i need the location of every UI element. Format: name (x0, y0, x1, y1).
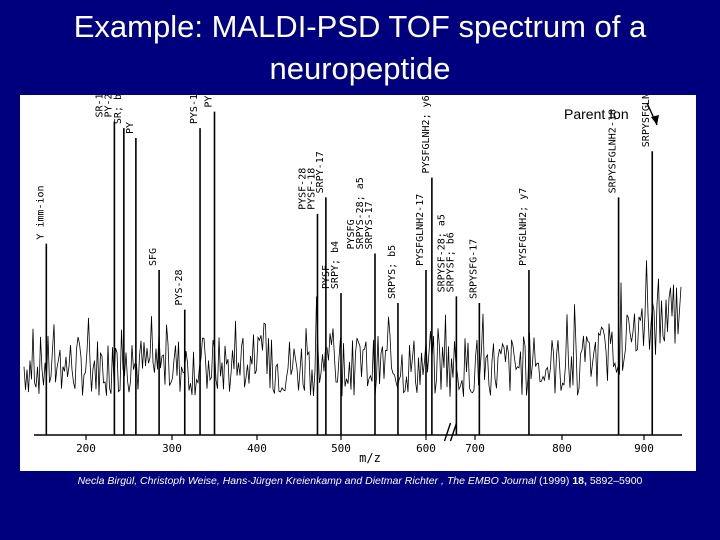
slide-title-line1: Example: MALDI-PSD TOF spectrum of a (73, 9, 647, 44)
citation-authors: Necla Birgül, Christoph Weise, Hans-Jürg… (77, 475, 439, 487)
peak-label-19-1: SRPYSFGLNH2-18 (608, 109, 619, 193)
peak-label-17-1: SRPYSFG-17 (468, 239, 479, 299)
parent-ion-arrow-head (651, 115, 659, 125)
peak-label-20-1: SRPYSFGLNH2 (641, 95, 652, 147)
peak-label-12-3: SRPYS-17 (364, 201, 375, 249)
slide-title: Example: MALDI-PSD TOF spectrum of a neu… (20, 6, 700, 90)
axis-break-slash-1 (443, 422, 452, 442)
peak-label-9-1: PYSF-28 (298, 168, 309, 210)
axis-break-mark (443, 422, 458, 442)
peak-label-16-1: SRPYSF-28; a5 (436, 214, 447, 292)
peak-label-15-1: PYSFGLNH2; y6 (421, 95, 432, 173)
peak-label-14-1: PYSFGLNH2-17 (415, 194, 426, 266)
peak-label-12-1: PYSFG (346, 219, 357, 249)
x-tick-label-6: 700 (465, 442, 485, 455)
x-tick-label-7: 800 (552, 442, 572, 455)
peak-label-18-1: PYSFGLNH2; y7 (518, 188, 529, 266)
peak-label-12-2: SRPYS-28; a5 (355, 177, 366, 249)
spectrum-panel: Y imm-ion SR-17 PY-28 SR; b2 PY SFG PYS-28 PYS-… (20, 95, 696, 471)
x-tick-label-5: 600 (416, 442, 436, 455)
peak-label-11-1: PYSF (321, 265, 332, 289)
peak-label-7-1: PYS-18 (189, 95, 200, 124)
noise-trace-group (23, 260, 682, 397)
citation-separator: , (438, 475, 447, 487)
citation-pages: 5892–5900 (586, 475, 643, 487)
peak-label-1-1: Y imm-ion (35, 185, 46, 239)
x-tick-label-4: 500 (331, 442, 351, 455)
x-axis-title: m/z (359, 451, 381, 465)
parent-ion-label: Parent Ion (564, 106, 629, 122)
x-tick-label-2: 300 (162, 442, 182, 455)
axis-break-slash-2 (449, 422, 458, 442)
peak-label-8-1: PYS (204, 95, 215, 108)
peak-label-6-1: PYS-28 (174, 269, 185, 305)
peak-label-9-2: PYSF-18 (307, 168, 318, 210)
peak-label-2-1: SR-17 (94, 95, 105, 118)
x-tick-group: 200 300 400 500 600 700 800 900 (76, 435, 654, 455)
citation: Necla Birgül, Christoph Weise, Hans-Jürg… (20, 475, 700, 487)
peak-label-13-1: SRPYS; b5 (387, 245, 398, 299)
x-tick-label-1: 200 (76, 442, 96, 455)
peak-label-2-2: PY-28 (103, 95, 114, 118)
slide-title-line2: neuropeptide (269, 51, 451, 86)
noise-trace (23, 260, 682, 397)
peak-group (45, 111, 654, 435)
x-tick-label-8: 900 (634, 442, 654, 455)
peak-label-16-2: SRPYSF; b6 (445, 232, 456, 292)
peak-label-10-1: SRPY-17 (315, 151, 326, 193)
peak-label-3-1: SR; b2 (113, 95, 124, 124)
citation-journal: The EMBO Journal (446, 475, 537, 487)
peak-label-4-1: PY (125, 122, 136, 134)
x-tick-label-3: 400 (247, 442, 267, 455)
peak-label-11-2: SRPY; b4 (330, 241, 341, 289)
citation-year: (1999) (536, 475, 573, 487)
peak-label-5-1: SFG (148, 248, 159, 266)
citation-volume: 18, (572, 475, 587, 487)
